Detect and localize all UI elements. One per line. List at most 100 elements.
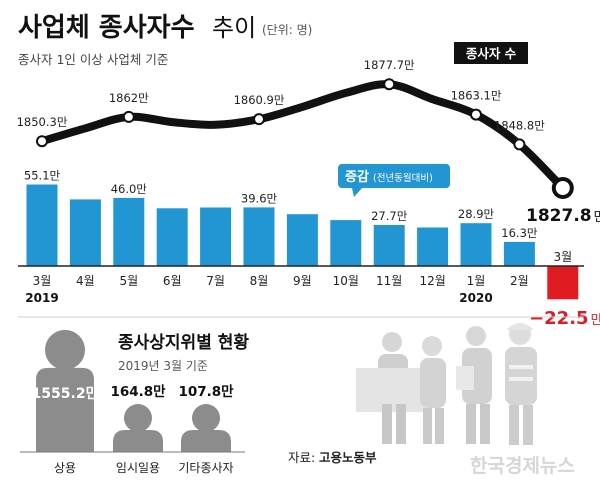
month-label: 12월 (419, 274, 445, 288)
change-bar (156, 208, 188, 266)
change-bar-label: 16.3만 (501, 226, 538, 240)
status-bar-head (124, 404, 152, 432)
worker-leg-1 (382, 404, 392, 444)
status-bar-body (181, 430, 231, 452)
change-bar (373, 225, 405, 266)
status-bar-head (45, 329, 85, 370)
change-bar-label: 28.9만 (458, 207, 495, 221)
change-bar-label: 55.1만 (24, 168, 61, 182)
change-bar (243, 207, 275, 266)
series-badge-label: 종사자 수 (466, 46, 517, 61)
employment-point (36, 135, 48, 148)
change-bar-label: 39.6만 (241, 191, 278, 205)
year-label: 2019 (25, 291, 58, 305)
month-label: 8월 (250, 274, 269, 288)
status-value-label: 107.8만 (178, 384, 234, 400)
worker-leg-7 (509, 405, 519, 445)
worker-head-2 (422, 336, 442, 356)
workers-illustration (356, 323, 537, 445)
worker-head-1 (382, 332, 402, 352)
month-tick-labels: 3월 4월 5월 6월 7월 8월 9월 10월 11월 12월 1월 2월 3월 2019 2020 (25, 250, 572, 305)
month-label: 1월 (467, 274, 486, 288)
employment-point-label: 1862만 (109, 91, 149, 105)
month-label: 3월 (33, 274, 52, 288)
worker-leg-4 (435, 408, 444, 444)
vest-stripe-2 (509, 377, 533, 381)
bar-legend-box (338, 164, 450, 188)
status-title: 종사상지위별 현황 (118, 333, 249, 353)
vest-stripe-1 (509, 365, 533, 369)
chart-subtitle: 종사자 1인 이상 사업체 기준 (18, 52, 168, 67)
change-bar (417, 227, 449, 266)
month-label: 3월 (553, 250, 572, 264)
hard-hat (506, 323, 534, 330)
month-label: 9월 (293, 274, 312, 288)
change-bar-label: 27.7만 (371, 209, 408, 223)
month-label: 4월 (76, 274, 95, 288)
employment-line-labels: 1850.3만 1862만 1860.9만 1877.7만 1863.1만 1848.8만… (17, 58, 600, 226)
status-bar-head (192, 404, 220, 432)
employment-point-label: 1863.1만 (451, 89, 502, 103)
status-bar-body (113, 430, 163, 452)
employment-point-label: 1848.8만 (494, 118, 545, 132)
employment-line-chart (36, 78, 574, 199)
employment-point (470, 108, 482, 121)
series-badge-box (454, 42, 528, 64)
change-bar-value-labels: 55.1만 46.0만 39.6만 27.7만 28.9만 16.3만 −22.5 만 (24, 168, 600, 329)
employment-point-label: 1860.9만 (234, 93, 285, 107)
source-name: 고용노동부 (319, 450, 377, 465)
change-bar (200, 207, 232, 266)
worker-body-4 (505, 347, 537, 405)
worker-leg-2 (396, 404, 406, 444)
status-value-label: 164.8만 (110, 384, 166, 400)
worker-leg-3 (423, 408, 432, 444)
employment-point (253, 113, 265, 126)
change-bar (286, 214, 318, 266)
month-label: 6월 (163, 274, 182, 288)
watermark: 한국경제뉴스 (470, 455, 575, 477)
status-category-label: 상용 (54, 461, 76, 475)
bar-legend-pointer (352, 188, 362, 197)
change-bar (113, 197, 145, 266)
change-bar (547, 266, 579, 300)
change-bar (460, 223, 492, 266)
employment-final-label: 1827.8 만 (526, 206, 600, 226)
employment-point (513, 138, 526, 151)
bar-legend-main: 증감 (345, 170, 369, 185)
status-category-label: 기타종사자 (178, 461, 233, 475)
month-label: 7월 (206, 274, 225, 288)
worker-leg-6 (480, 404, 490, 444)
change-bar-chart (26, 184, 579, 300)
bar-legend: 증감 (전년동월대비) (338, 164, 450, 197)
bar-legend-sub: (전년동월대비) (373, 172, 433, 184)
worker-body-2 (420, 358, 446, 408)
status-subtitle: 2019년 3월 기준 (118, 359, 208, 373)
month-label: 5월 (119, 274, 138, 288)
worker-leg-8 (523, 405, 533, 445)
status-value-label: 1555.2만 (32, 386, 99, 402)
year-label: 2020 (459, 291, 492, 305)
change-bar (503, 241, 535, 266)
month-label: 10월 (333, 274, 359, 288)
clipboard (456, 366, 474, 390)
unit-note: (단위: 명) (262, 23, 312, 37)
change-bar (26, 184, 58, 266)
worker-leg-5 (466, 404, 476, 444)
chart-title-suffix: 추이 (212, 14, 256, 42)
change-negative-label: −22.5 만 (529, 308, 600, 329)
change-bar-label: 46.0만 (111, 182, 148, 196)
chart-title: 사업체 종사자수 (18, 13, 195, 43)
month-label: 2월 (510, 274, 529, 288)
employment-point-label: 1877.7만 (364, 58, 415, 72)
employment-point-label: 1850.3만 (17, 115, 68, 129)
employment-point (122, 110, 135, 123)
employment-point (383, 78, 396, 91)
source-label: 자료: (288, 450, 315, 465)
change-bar (330, 220, 362, 266)
series-badge: 종사자 수 (454, 42, 528, 64)
status-bar-body (36, 367, 94, 452)
month-label: 11월 (376, 274, 402, 288)
